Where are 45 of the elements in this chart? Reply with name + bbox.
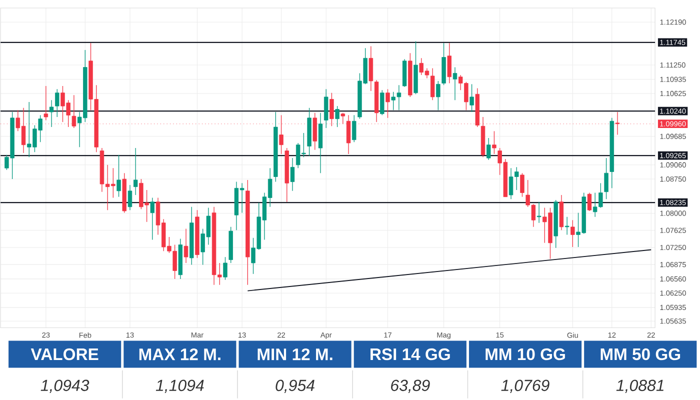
text: 1,1094: [156, 380, 204, 394]
candlestick: [184, 228, 188, 264]
text: 1,0769: [501, 380, 550, 394]
candlestick: [570, 220, 575, 248]
candlestick: [470, 84, 474, 112]
candlestick: [335, 106, 340, 128]
candlestick: [128, 184, 132, 211]
candlestick: [330, 92, 334, 127]
candlestick: [386, 89, 390, 118]
category-label: MM 50 GG: [600, 348, 680, 360]
candlestick: [486, 138, 491, 160]
candlestick: [223, 256, 228, 280]
candlestick: [536, 202, 542, 224]
text: 63,89: [391, 380, 430, 394]
candlestick: [380, 90, 384, 116]
candlestick: [520, 172, 524, 198]
candlestick: [340, 112, 346, 124]
candlestick: [587, 192, 592, 212]
category-label: MIN 12 M.: [258, 348, 332, 360]
candlestick: [44, 86, 48, 121]
candlestick: [352, 115, 356, 143]
candlestick: [564, 216, 570, 236]
candlestick: [346, 115, 351, 154]
candlestick: [436, 80, 440, 111]
candlestick: [604, 158, 608, 200]
candlestick: [368, 46, 374, 92]
text: 1,0881: [616, 380, 664, 394]
candlestick: [55, 89, 60, 118]
text: 1,0943: [40, 380, 90, 394]
candlestick: [49, 100, 54, 128]
candlestick: [447, 42, 452, 84]
candlestick: [324, 89, 328, 128]
text: 0,954: [276, 380, 314, 394]
category-label: VALORE: [30, 348, 98, 360]
candlestick: [430, 68, 435, 101]
candlestick: [133, 148, 138, 196]
candlestick: [150, 198, 154, 240]
category-label: RSI 14 GG: [370, 348, 450, 360]
candlestick: [116, 154, 121, 198]
candlestick: [279, 115, 284, 154]
candlestick: [452, 67, 458, 101]
category-label: MAX 12 M.: [139, 348, 220, 360]
category-label: MM 10 GG: [486, 348, 565, 360]
candlestick: [290, 158, 295, 192]
candlestick: [492, 130, 496, 154]
